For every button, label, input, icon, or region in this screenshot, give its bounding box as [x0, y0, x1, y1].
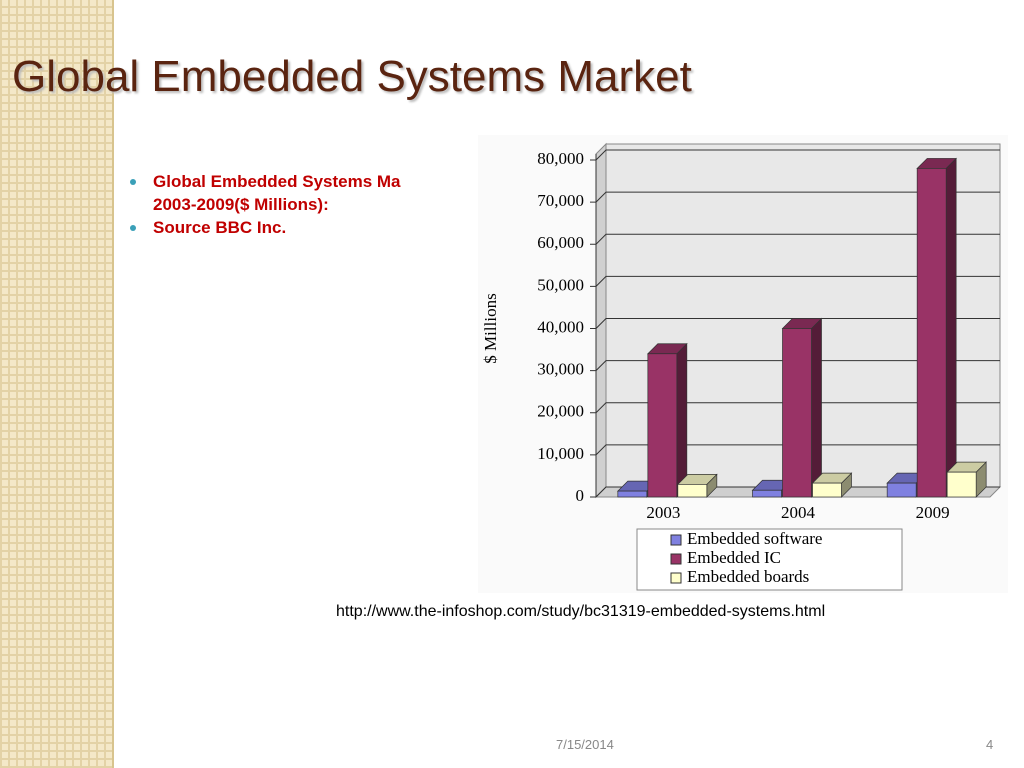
grid-line	[595, 191, 1000, 203]
grid-line	[595, 486, 1000, 498]
legend-swatch	[670, 534, 682, 546]
bullet: Source BBC Inc.	[130, 216, 401, 239]
y-tick-label: 40,000	[537, 317, 584, 336]
bar	[782, 328, 812, 498]
footer-date: 7/15/2014	[556, 737, 614, 752]
bar-side	[811, 317, 822, 498]
legend-label: Embedded boards	[687, 567, 809, 586]
grid-line	[595, 318, 1000, 329]
bar	[916, 168, 947, 498]
grid-line	[595, 233, 1000, 245]
bar	[617, 490, 648, 498]
bar	[677, 484, 708, 498]
legend-swatch	[670, 553, 682, 565]
bullet: Global Embedded Systems Ma 2003-2009($ Mi…	[130, 170, 401, 216]
y-tick-label: 70,000	[537, 191, 584, 210]
grid-line	[595, 360, 1000, 371]
grid-line	[595, 402, 1000, 414]
bar-side	[945, 157, 957, 498]
decor-strip	[0, 0, 112, 768]
y-tick-label: 50,000	[537, 275, 584, 294]
y-tick-label: 20,000	[537, 402, 584, 421]
slide-title: Global Embedded Systems Market	[12, 52, 692, 101]
y-tick-label: 60,000	[537, 233, 584, 252]
legend-swatch	[670, 572, 682, 584]
y-tick-label: 0	[576, 486, 585, 505]
page-number: 4	[986, 737, 994, 752]
grid-line	[595, 149, 1000, 161]
grid-line	[595, 444, 1000, 456]
decor-line	[112, 0, 114, 768]
y-axis-label: $ Millions	[481, 293, 500, 363]
bar	[886, 482, 917, 498]
chart: 0 10,000 20,000 30,000 40,000 50,000 60,000 70,…	[480, 142, 1002, 591]
legend-label: Embedded software	[687, 529, 822, 548]
bullet-text: Source BBC Inc.	[153, 218, 287, 237]
bar	[752, 489, 782, 498]
y-tick-label: 10,000	[537, 444, 584, 463]
x-tick-label: 2004	[781, 503, 816, 522]
bullet-list: Global Embedded Systems Ma 2003-2009($ Mi…	[130, 170, 401, 239]
grid-line	[595, 275, 1000, 287]
bullet-text: Global Embedded Systems Ma	[153, 172, 401, 191]
source-link[interactable]: http://www.the-infoshop.com/study/bc3131…	[336, 603, 826, 620]
bar	[946, 471, 977, 498]
y-tick-label: 80,000	[537, 149, 584, 168]
bar	[647, 353, 678, 498]
x-tick-label: 2003	[646, 503, 680, 522]
x-tick-label: 2009	[916, 503, 950, 522]
legend-label: Embedded IC	[687, 548, 781, 567]
bar-side	[676, 342, 688, 498]
y-tick-label: 30,000	[537, 360, 584, 379]
bar	[812, 482, 842, 498]
bullet-text: 2003-2009($ Millions):	[153, 195, 329, 214]
